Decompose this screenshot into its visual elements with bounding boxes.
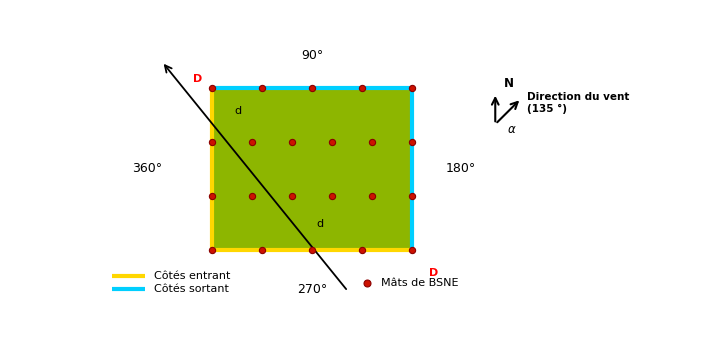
Text: 270°: 270° (297, 283, 327, 296)
Text: 360°: 360° (132, 162, 162, 175)
Text: D: D (429, 268, 438, 278)
Text: N: N (503, 77, 513, 90)
Text: d: d (316, 219, 323, 228)
Text: Côtés sortant: Côtés sortant (153, 284, 229, 294)
Bar (212, 88, 412, 250)
Text: Direction du vent
(135 °): Direction du vent (135 °) (527, 92, 630, 114)
Text: d: d (234, 106, 241, 116)
Text: Côtés entrant: Côtés entrant (153, 271, 230, 281)
Text: α: α (508, 123, 516, 136)
Text: Mâts de BSNE: Mâts de BSNE (381, 278, 459, 288)
Text: 180°: 180° (445, 162, 475, 175)
Text: 90°: 90° (300, 48, 323, 62)
Text: D: D (194, 74, 203, 83)
